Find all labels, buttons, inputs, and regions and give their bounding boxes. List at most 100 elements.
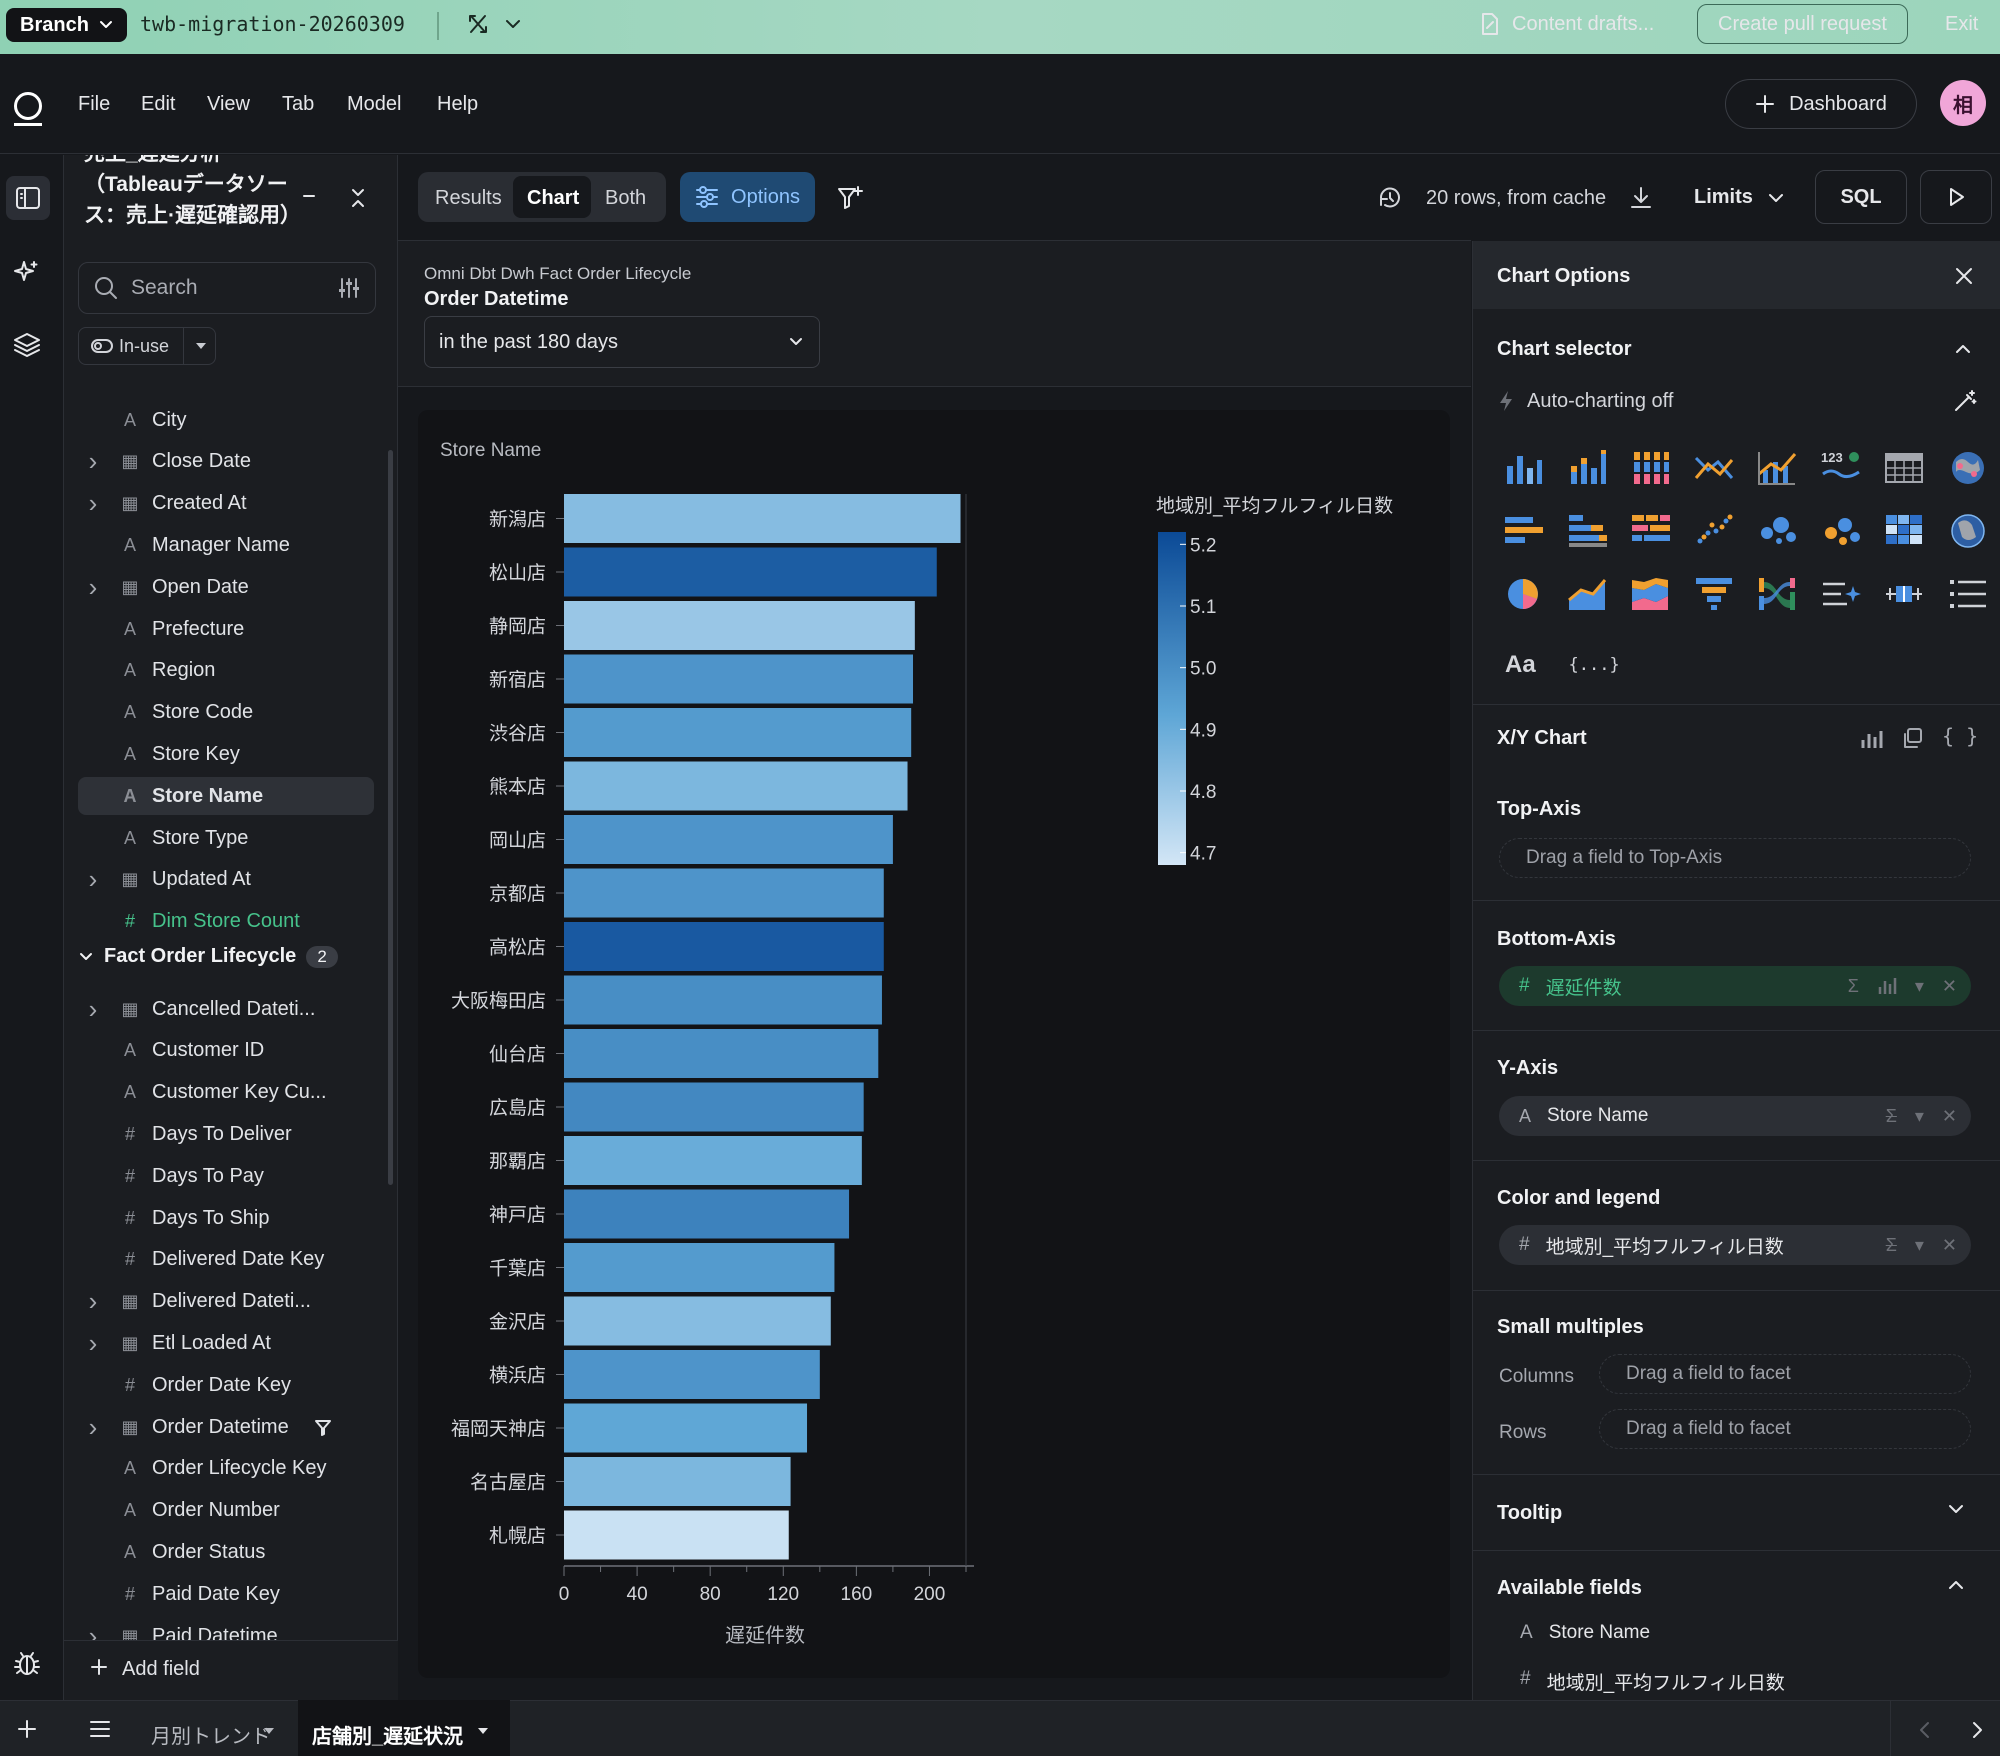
bottom-axis-field-pill[interactable]: # 遅延件数 Σ ▾ ✕ xyxy=(1499,966,1971,1006)
chart-type-funnel-icon[interactable] xyxy=(1694,574,1734,614)
tooltip-title[interactable]: Tooltip xyxy=(1497,1502,1563,1524)
field-item[interactable]: › ▦ Etl Loaded At xyxy=(78,1324,374,1362)
dashboard-button[interactable]: Dashboard xyxy=(1725,79,1917,129)
refresh-cache-icon[interactable] xyxy=(1376,184,1404,212)
in-use-filter[interactable]: In-use xyxy=(78,327,216,365)
omni-logo-icon[interactable] xyxy=(14,92,42,120)
top-axis-drop-zone[interactable]: Drag a field to Top-Axis xyxy=(1499,838,1971,878)
filter-sliders-icon[interactable] xyxy=(337,276,361,300)
chevron-right-icon[interactable]: › xyxy=(88,864,98,895)
chevron-right-icon[interactable]: › xyxy=(88,1327,98,1358)
field-item[interactable]: A Order Lifecycle Key xyxy=(78,1450,374,1488)
chevron-right-icon[interactable]: › xyxy=(88,571,98,602)
sigma-off-icon[interactable]: Σ xyxy=(1885,1234,1897,1255)
chart-type-stacked-area-icon[interactable] xyxy=(1630,574,1670,614)
chart-type-area-icon[interactable] xyxy=(1567,574,1607,614)
copy-icon[interactable] xyxy=(1900,726,1924,750)
field-item[interactable]: # Days To Deliver xyxy=(78,1115,374,1153)
bar[interactable] xyxy=(564,922,884,971)
field-item[interactable]: A City xyxy=(78,401,374,439)
chevron-down-icon[interactable] xyxy=(504,12,522,36)
magic-wand-icon[interactable] xyxy=(1952,388,1978,414)
field-item[interactable]: A Store Key xyxy=(78,735,374,773)
field-item[interactable]: # Days To Pay xyxy=(78,1157,374,1195)
chart-type-scatter-icon[interactable] xyxy=(1694,511,1734,551)
field-item[interactable]: A Store Name xyxy=(78,777,374,816)
bar[interactable] xyxy=(564,1403,808,1453)
close-icon[interactable] xyxy=(1952,264,1976,288)
code-braces-icon[interactable]: { } xyxy=(1942,724,1979,748)
bar[interactable] xyxy=(564,708,912,757)
bar[interactable] xyxy=(564,1189,850,1239)
chevron-right-icon[interactable]: › xyxy=(88,446,98,477)
chevron-up-icon[interactable] xyxy=(1954,340,1972,358)
chart-type-line-icon[interactable] xyxy=(1694,448,1734,488)
minimize-icon[interactable] xyxy=(302,194,316,198)
chart-type-box-plot-icon[interactable] xyxy=(1884,574,1924,614)
chevron-right-icon[interactable]: › xyxy=(88,1620,98,1651)
sql-button[interactable]: SQL xyxy=(1815,170,1907,224)
add-field-button[interactable]: Add field xyxy=(90,1658,200,1681)
field-item[interactable]: A Customer ID xyxy=(78,1032,374,1070)
field-item[interactable]: # Dim Store Count xyxy=(78,903,374,941)
field-item[interactable]: A Prefecture xyxy=(78,610,374,648)
bar-chart[interactable]: Store Name 新潟店松山店静岡店新宿店渋谷店熊本店岡山店京都店高松店大阪梅… xyxy=(418,410,1450,1678)
run-button[interactable] xyxy=(1920,170,1992,224)
filter-add-icon[interactable] xyxy=(836,184,864,212)
field-item[interactable]: › ▦ Close Date xyxy=(78,443,374,481)
field-item[interactable]: › ▦ Delivered Dateti... xyxy=(78,1283,374,1321)
remove-icon[interactable]: ✕ xyxy=(1941,975,1957,996)
color-field-pill[interactable]: # 地域別_平均フルフィル日数 Σ ▾ ✕ xyxy=(1499,1225,1971,1265)
chevron-right-icon[interactable]: › xyxy=(88,488,98,519)
caret-down-icon[interactable]: ▾ xyxy=(1914,1234,1924,1255)
chart-type-sankey-icon[interactable] xyxy=(1757,574,1797,614)
chevron-right-icon[interactable]: › xyxy=(88,1286,98,1317)
field-list-scrollbar[interactable] xyxy=(388,450,393,1185)
field-search[interactable]: Search xyxy=(78,262,376,314)
bar[interactable] xyxy=(564,601,915,650)
columns-drop-zone[interactable]: Drag a field to facet xyxy=(1599,1354,1971,1394)
ai-sparkle-icon[interactable] xyxy=(12,258,42,288)
caret-down-icon[interactable] xyxy=(194,341,208,351)
tab-results[interactable]: Results xyxy=(435,187,502,209)
group-header-fact-order-lifecycle[interactable]: Fact Order Lifecycle 2 xyxy=(78,945,338,968)
add-tab-icon[interactable] xyxy=(16,1718,38,1740)
bar[interactable] xyxy=(564,654,914,704)
tab-chart[interactable]: Chart xyxy=(527,187,580,209)
chart-type-grid-bar-icon[interactable] xyxy=(1630,448,1670,488)
bar[interactable] xyxy=(564,1350,820,1399)
chart-type-multi-bubble-icon[interactable] xyxy=(1821,511,1861,551)
field-item[interactable]: › ▦ Order Datetime xyxy=(78,1408,374,1446)
chart-type-table-icon[interactable] xyxy=(1884,448,1924,488)
field-item[interactable]: A Store Type xyxy=(78,819,374,857)
bar[interactable] xyxy=(564,1029,879,1078)
bar-chart-icon[interactable] xyxy=(1860,728,1884,750)
content-drafts-button[interactable]: Content drafts... xyxy=(1480,12,1654,36)
field-item[interactable]: › ▦ Created At xyxy=(78,485,374,523)
sigma-off-icon[interactable]: Σ xyxy=(1885,1105,1897,1126)
caret-down-icon[interactable]: ▾ xyxy=(1914,1105,1924,1126)
bar[interactable] xyxy=(564,547,937,597)
collapse-icon[interactable] xyxy=(346,186,370,210)
menu-help[interactable]: Help xyxy=(437,93,479,115)
chart-type-list-icon[interactable] xyxy=(1948,574,1988,614)
caret-down-icon[interactable]: ▾ xyxy=(1914,975,1924,996)
tab-monthly-trend[interactable]: 月別トレンド xyxy=(151,1726,271,1748)
download-icon[interactable] xyxy=(1628,185,1654,211)
bar[interactable] xyxy=(564,761,908,811)
chart-type-map-icon[interactable] xyxy=(1948,448,1988,488)
menu-view[interactable]: View xyxy=(207,93,250,115)
chart-type-bar-line-combo-icon[interactable] xyxy=(1757,448,1797,488)
available-field-item[interactable]: # 地域別_平均フルフィル日数 xyxy=(1520,1668,1785,1695)
exit-button[interactable]: Exit xyxy=(1945,13,1979,35)
limits-dropdown[interactable]: Limits xyxy=(1694,186,1785,209)
create-pull-request-button[interactable]: Create pull request xyxy=(1697,4,1908,44)
bar-chart-icon[interactable] xyxy=(1877,976,1897,996)
rows-drop-zone[interactable]: Drag a field to facet xyxy=(1599,1409,1971,1449)
tab-store-delay[interactable]: 店舗別_遅延状況 xyxy=(312,1726,464,1748)
field-item[interactable]: › ▦ Updated At xyxy=(78,861,374,899)
bar[interactable] xyxy=(564,868,884,918)
chart-type-vertical-bar-icon[interactable] xyxy=(1503,448,1543,488)
field-item[interactable]: A Order Status xyxy=(78,1533,374,1571)
chevron-down-icon[interactable] xyxy=(1947,1500,1965,1518)
